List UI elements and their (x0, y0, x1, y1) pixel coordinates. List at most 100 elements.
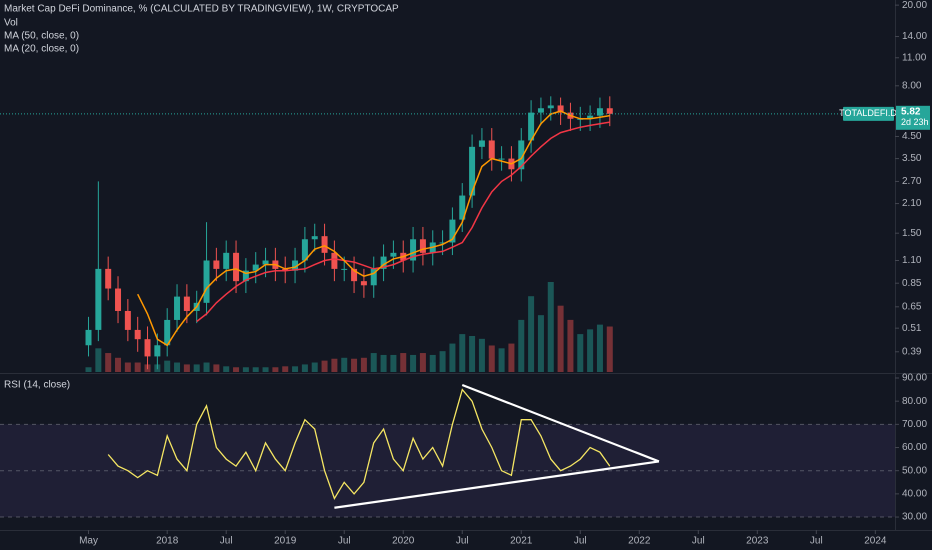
candle-body (498, 158, 505, 160)
volume-bar (341, 357, 348, 372)
volume-bar (459, 334, 466, 372)
candle-body (410, 239, 417, 261)
candle-body (242, 270, 249, 282)
y-tick-label: 0.39 (902, 346, 922, 357)
volume-bar (508, 343, 515, 372)
volume-bar (233, 367, 240, 372)
symbol-label: TOTALDEFI.D (839, 108, 897, 118)
volume-bar (370, 353, 377, 372)
volume-bar (400, 353, 407, 372)
x-tick-label: 2021 (510, 536, 533, 547)
candle-body (174, 296, 181, 320)
volume-bar (124, 362, 131, 372)
y-tick-label: 14.00 (902, 31, 927, 42)
volume-bar (390, 354, 397, 372)
volume-bar (518, 319, 525, 372)
candle-body (606, 108, 613, 114)
volume-bar (410, 354, 417, 372)
volume-bar (419, 353, 426, 372)
x-tick-label: 2022 (628, 536, 651, 547)
candle-body (488, 140, 495, 159)
candle-body (537, 108, 544, 113)
candle-body (95, 268, 102, 330)
x-tick-label: Jul (456, 536, 469, 547)
candle-body (164, 319, 171, 346)
y-tick-label: 1.50 (902, 228, 922, 239)
rsi-line (107, 388, 611, 501)
volume-bar (301, 364, 308, 372)
volume-bar (105, 353, 112, 372)
candle-body (596, 108, 603, 116)
countdown-label: 2d 23h (901, 117, 929, 127)
symbol-tag (843, 106, 894, 121)
volume-bar (567, 319, 574, 372)
rsi-tick-label: 40.00 (902, 489, 927, 500)
rsi-tick-label: 30.00 (902, 512, 927, 523)
candle-body (341, 268, 348, 270)
y-tick-label: 20.00 (902, 0, 927, 11)
x-tick-label: May (79, 536, 98, 547)
candle-body (144, 339, 151, 357)
y-tick-label: 3.50 (902, 153, 922, 164)
chart-title: Market Cap DeFi Dominance, % (CALCULATED… (4, 4, 399, 15)
last-price-label: 5.82 (901, 106, 921, 117)
candle-body (233, 252, 240, 282)
volume-bar (193, 364, 200, 372)
candle-body (557, 105, 564, 113)
volume-bar (95, 348, 102, 372)
candle-body (115, 288, 122, 311)
volume-bar (282, 366, 289, 372)
volume-bar (242, 367, 249, 372)
candle-body (360, 281, 367, 286)
x-tick-label: 2018 (156, 536, 179, 547)
volume-bar (183, 364, 190, 372)
volume-bar (223, 366, 230, 372)
x-tick-label: 2024 (864, 536, 887, 547)
last-price-tag (896, 105, 930, 130)
moving-average (137, 110, 610, 347)
candle-body (282, 268, 289, 271)
candle-body (439, 242, 446, 244)
volume-bar (134, 362, 141, 372)
volume-bar (164, 360, 171, 372)
candle-body (85, 329, 92, 346)
candle-body (518, 140, 525, 170)
candle-body (459, 195, 466, 220)
volume-bar (439, 351, 446, 372)
volume-bar (606, 326, 613, 372)
candle-body (262, 260, 269, 265)
volume-bar (577, 334, 584, 372)
candle-body (449, 219, 456, 243)
volume-bar (488, 345, 495, 372)
candle-body (587, 115, 594, 119)
candle-body (419, 239, 426, 253)
candle-body (311, 236, 318, 240)
volume-bar (292, 366, 299, 372)
y-tick-label: 2.70 (902, 176, 922, 187)
candle-body (292, 260, 299, 271)
x-tick-label: 2019 (274, 536, 297, 547)
trendline (461, 383, 660, 463)
rsi-tick-label: 50.00 (902, 465, 927, 476)
candle-body (252, 264, 259, 271)
candle-body (203, 260, 210, 303)
rsi-tick-label: 80.00 (902, 396, 927, 407)
volume-bar (449, 343, 456, 372)
volume-bar (547, 282, 554, 372)
candle-body (124, 310, 131, 330)
volume-bar (262, 367, 269, 372)
x-tick-label: 2023 (746, 536, 769, 547)
candle-body (223, 252, 230, 269)
x-tick-label: Jul (692, 536, 705, 547)
volume-bar (528, 296, 535, 372)
rsi-tick-label: 60.00 (902, 442, 927, 453)
volume-bar (252, 367, 259, 372)
moving-average (196, 121, 610, 323)
y-tick-label: 0.51 (902, 323, 922, 334)
candle-body (351, 268, 358, 282)
x-tick-label: Jul (810, 536, 823, 547)
candle-body (380, 256, 387, 269)
volume-legend: Vol (4, 18, 18, 29)
